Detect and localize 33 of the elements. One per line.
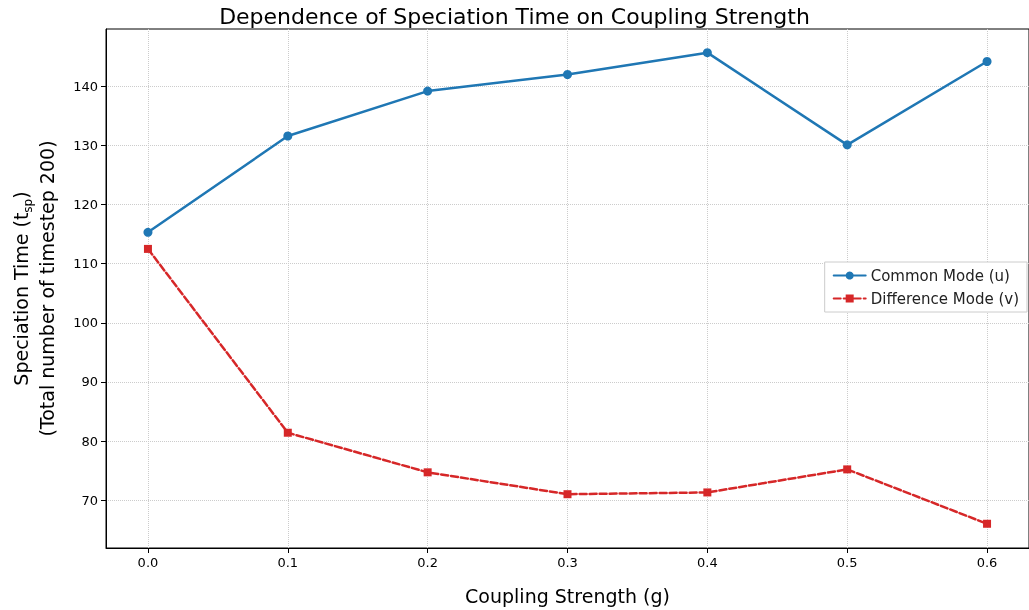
point <box>143 244 152 253</box>
x-tick-label: 0.0 <box>137 555 159 570</box>
x-tick-label: 0.6 <box>976 555 998 570</box>
point <box>982 57 992 67</box>
x-tick-label: 0.2 <box>417 555 438 570</box>
point <box>283 131 293 141</box>
y-tick-label: 100 <box>73 315 98 331</box>
y-tick-label: 140 <box>73 78 98 94</box>
point <box>703 488 712 497</box>
y-tick-label: 130 <box>73 137 98 153</box>
legend-label: Common Mode (u) <box>870 266 1010 285</box>
legend-label: Difference Mode (v) <box>870 289 1020 308</box>
x-tick-label: 0.4 <box>697 555 718 570</box>
x-tick-label: 0.1 <box>277 555 299 570</box>
x-axis-title: Coupling Strength (g) <box>465 584 670 607</box>
point <box>983 519 992 528</box>
x-tick-label: 0.5 <box>836 555 858 570</box>
point <box>423 86 433 96</box>
y-tick-label: 80 <box>81 433 98 449</box>
point <box>843 465 852 474</box>
y-tick-label: 70 <box>81 492 98 508</box>
point <box>143 227 153 237</box>
point <box>563 490 572 499</box>
point <box>563 70 572 80</box>
chart-title: Dependence of Speciation Time on Coupling Strength <box>219 3 810 29</box>
point <box>842 140 852 150</box>
point <box>423 468 432 477</box>
y-tick-label: 110 <box>73 256 98 272</box>
x-tick-label: 0.3 <box>557 555 578 570</box>
y-tick-label: 120 <box>73 197 98 213</box>
y-tick-label: 90 <box>81 374 98 390</box>
point <box>283 428 292 437</box>
point <box>702 48 712 58</box>
